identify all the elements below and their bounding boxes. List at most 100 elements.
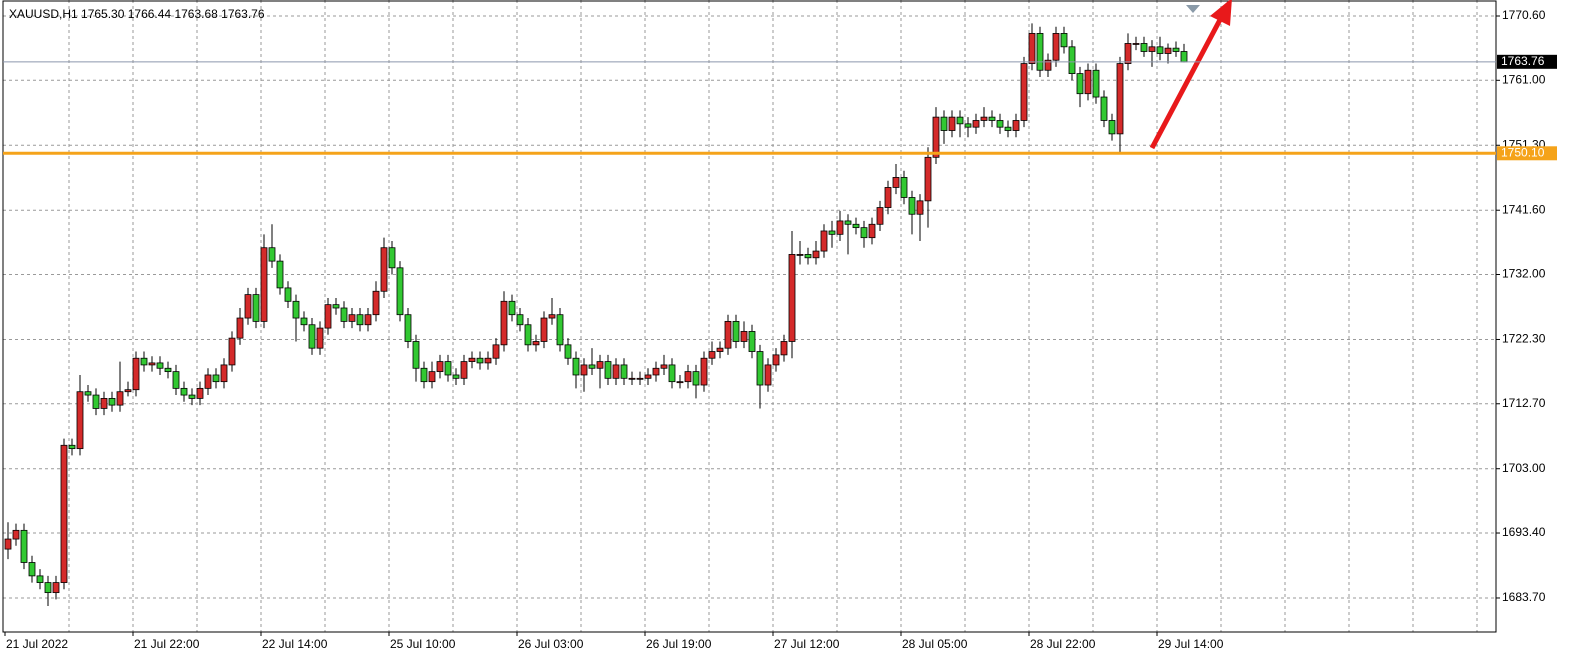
y-tick-label: 1741.60 [1502, 202, 1546, 216]
candle-body [492, 344, 500, 359]
candle-body [812, 250, 820, 259]
candle-body [1148, 46, 1156, 52]
candle-body [1004, 126, 1012, 131]
candle-body [412, 341, 420, 369]
candle-body [444, 361, 452, 376]
candle-body [1100, 96, 1108, 121]
y-tick-label: 1703.00 [1502, 461, 1546, 475]
candle-body [820, 230, 828, 252]
candle-body [380, 247, 388, 292]
candle-body [860, 227, 868, 239]
candle-body [92, 394, 100, 409]
candle-body [924, 156, 932, 202]
candle-body [948, 116, 956, 131]
candle-body [1172, 47, 1180, 52]
candle-body [260, 247, 268, 322]
candle-body [268, 247, 276, 262]
candle-body [76, 391, 84, 450]
candle-body [12, 529, 20, 540]
candle-body [20, 529, 28, 563]
level-label: 1750.10 [1501, 145, 1545, 159]
y-tick-label: 1761.00 [1502, 72, 1546, 86]
candle-body [348, 314, 356, 322]
candle-body [772, 354, 780, 366]
candle-body [124, 389, 132, 393]
candle-body [420, 367, 428, 383]
y-tick-label: 1722.30 [1502, 332, 1546, 346]
candle-body [1052, 33, 1060, 61]
candle-body [212, 374, 220, 383]
candle-body [220, 364, 228, 383]
candle-body [116, 391, 124, 406]
candle-body [508, 300, 516, 316]
candle-body [748, 331, 756, 352]
candle-body [628, 377, 636, 380]
candle-body [60, 444, 68, 583]
candle-body [308, 324, 316, 349]
candle-body [228, 337, 236, 366]
candle-body [156, 362, 164, 369]
candle-body [548, 314, 556, 319]
candle-body [972, 120, 980, 128]
candle-body [588, 364, 596, 369]
candle-body [276, 260, 284, 289]
x-tick-label: 28 Jul 05:00 [902, 637, 968, 651]
candle-body [468, 357, 476, 362]
arrow-head [1210, 0, 1232, 26]
plot-frame [2, 0, 1497, 633]
candle-body [836, 220, 844, 235]
candle-body [1156, 46, 1164, 54]
candle-body [324, 304, 332, 329]
last-price-label: 1763.76 [1501, 54, 1545, 68]
candle-body [604, 361, 612, 379]
candle-body [388, 247, 396, 269]
x-tick-label: 27 Jul 12:00 [774, 637, 840, 651]
x-tick-label: 21 Jul 22:00 [134, 637, 200, 651]
candle-body [500, 300, 508, 346]
candle-body [1068, 46, 1076, 75]
candle-body [1020, 63, 1028, 121]
candle-body [516, 314, 524, 326]
candle-body [652, 367, 660, 376]
candles [4, 23, 1188, 607]
candle-body [164, 367, 172, 373]
candle-body [300, 317, 308, 326]
candle-body [572, 357, 580, 376]
candle-body [532, 341, 540, 346]
candle-body [692, 371, 700, 386]
candle-body [732, 320, 740, 342]
candle-body [804, 254, 812, 259]
candle-body [292, 300, 300, 319]
candle-body [988, 116, 996, 121]
candle-body [956, 116, 964, 125]
candle-body [460, 361, 468, 379]
candle-body [884, 187, 892, 208]
candle-body [684, 371, 692, 383]
candle-body [140, 357, 148, 366]
candle-body [188, 394, 196, 399]
candle-body [1124, 43, 1132, 64]
x-tick-label: 22 Jul 14:00 [262, 637, 328, 651]
candle-body [1132, 43, 1140, 45]
candle-body [724, 320, 732, 349]
candle-body [852, 223, 860, 229]
candle-body [996, 120, 1004, 128]
candle-body [764, 364, 772, 386]
candle-body [396, 267, 404, 316]
candle-body [828, 230, 836, 235]
candle-body [1028, 33, 1036, 64]
y-tick-label: 1683.70 [1502, 590, 1546, 604]
candle-body [1012, 120, 1020, 131]
candle-body [244, 294, 252, 319]
candle-body [132, 357, 140, 391]
x-tick-label: 25 Jul 10:00 [390, 637, 456, 651]
candle-body [1140, 43, 1148, 52]
candle-body [1036, 33, 1044, 71]
candle-body [708, 351, 716, 359]
chart-title: XAUUSD,H1 1765.30 1766.44 1763.68 1763.7… [9, 7, 265, 21]
x-tick-label: 28 Jul 22:00 [1030, 637, 1096, 651]
candle-body [716, 347, 724, 352]
candle-body [68, 444, 76, 450]
